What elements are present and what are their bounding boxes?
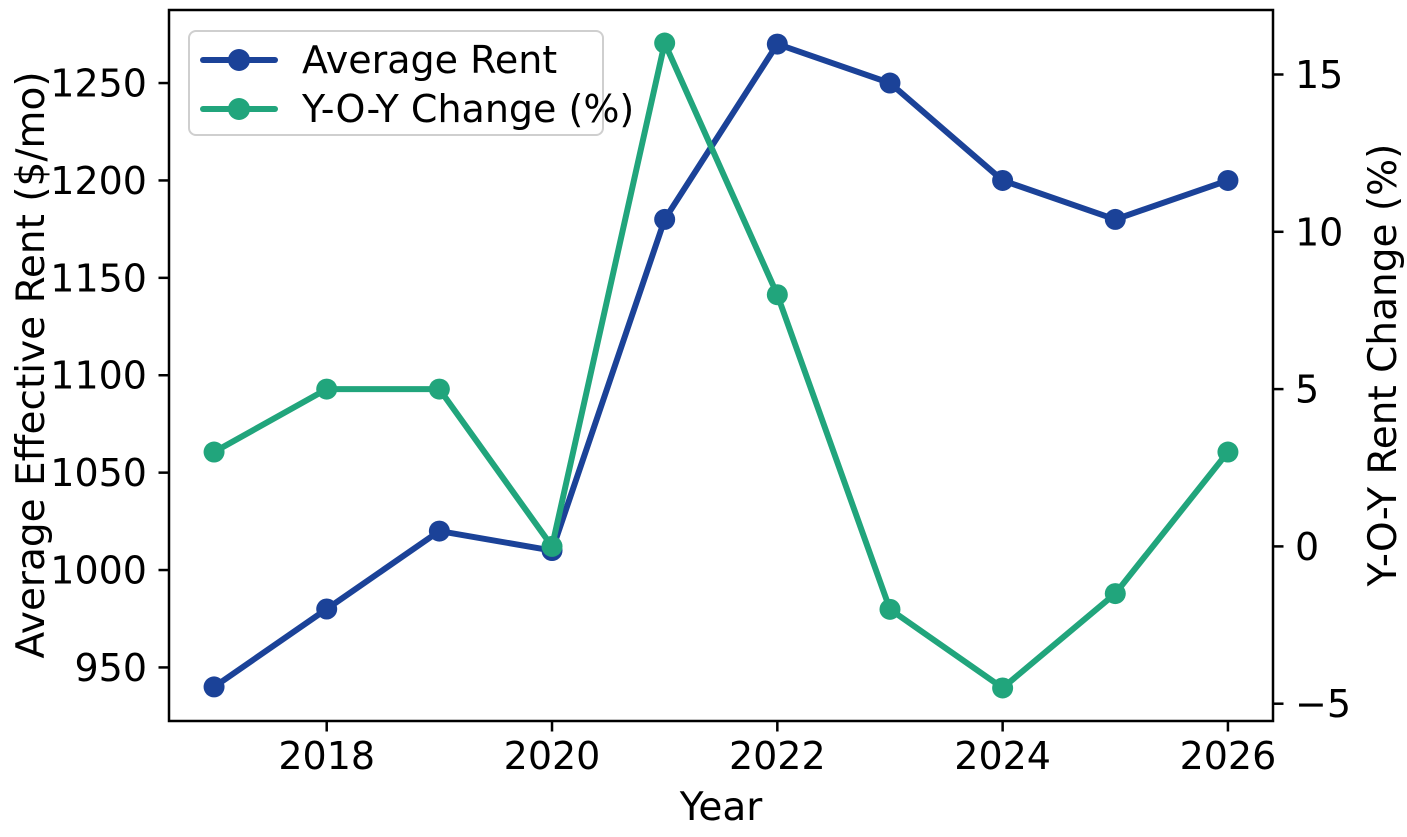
legend-item-average-rent: Average Rent <box>200 35 592 84</box>
axes-frame <box>167 8 1275 723</box>
left-y-tick-label: 950 <box>74 646 147 690</box>
x-axis-label: Year <box>679 785 764 830</box>
data-point-average-rent <box>428 520 450 542</box>
data-point-y-o-y-change <box>654 32 676 54</box>
data-point-y-o-y-change <box>428 378 450 400</box>
data-point-average-rent <box>1104 208 1126 230</box>
data-point-average-rent <box>879 72 901 94</box>
left-y-tick-label: 1050 <box>50 451 147 495</box>
right-y-tick-label: −5 <box>1295 682 1351 726</box>
line-marker-swatch-green-icon <box>200 84 278 133</box>
data-point-y-o-y-change <box>541 535 563 557</box>
data-point-average-rent <box>203 676 225 698</box>
line-marker-swatch-blue-icon <box>200 35 278 84</box>
left-y-tick-label: 1200 <box>50 159 147 203</box>
data-point-y-o-y-change <box>766 284 788 306</box>
series-line-average-rent <box>211 41 1231 690</box>
right-y-axis-label: Y-O-Y Rent Change (%) <box>1361 144 1406 588</box>
x-tick-label: 2026 <box>1180 734 1277 778</box>
data-point-y-o-y-change <box>203 441 225 463</box>
left-y-tick-label: 1100 <box>50 354 147 398</box>
data-point-average-rent <box>654 208 676 230</box>
right-y-tick-label: 15 <box>1295 53 1343 97</box>
legend-label: Average Rent <box>302 37 558 82</box>
right-y-tick-label: 5 <box>1295 368 1319 412</box>
plot-dynamic-content: 2018 2020 2022 2024 202695010001050110011501… <box>50 8 1351 778</box>
data-point-y-o-y-change <box>316 378 338 400</box>
left-y-tick-label: 1250 <box>50 62 147 106</box>
legend-label: Y-O-Y Change (%) <box>302 86 635 131</box>
left-y-axis-label: Average Effective Rent ($/mo) <box>9 71 54 658</box>
data-point-y-o-y-change <box>879 598 901 620</box>
right-y-tick-label: 10 <box>1295 210 1343 254</box>
left-y-tick-label: 1000 <box>50 549 147 593</box>
right-y-tick-label: 0 <box>1295 525 1319 569</box>
x-tick-label: 2024 <box>954 734 1051 778</box>
x-tick-label: 2018 <box>278 734 375 778</box>
x-tick-label: 2020 <box>504 734 601 778</box>
series-line-y-o-y-change <box>211 40 1231 691</box>
data-point-average-rent <box>316 598 338 620</box>
data-point-average-rent <box>992 169 1014 191</box>
legend-item-yoy-change: Y-O-Y Change (%) <box>200 84 634 133</box>
data-point-average-rent <box>766 33 788 55</box>
data-point-y-o-y-change <box>992 677 1014 699</box>
data-point-y-o-y-change <box>1104 583 1126 605</box>
x-tick-label: 2022 <box>729 734 826 778</box>
data-point-average-rent <box>1217 169 1239 191</box>
legend: Average Rent Y-O-Y Change (%) <box>188 30 634 136</box>
data-point-y-o-y-change <box>1217 441 1239 463</box>
left-y-tick-label: 1150 <box>50 256 147 300</box>
